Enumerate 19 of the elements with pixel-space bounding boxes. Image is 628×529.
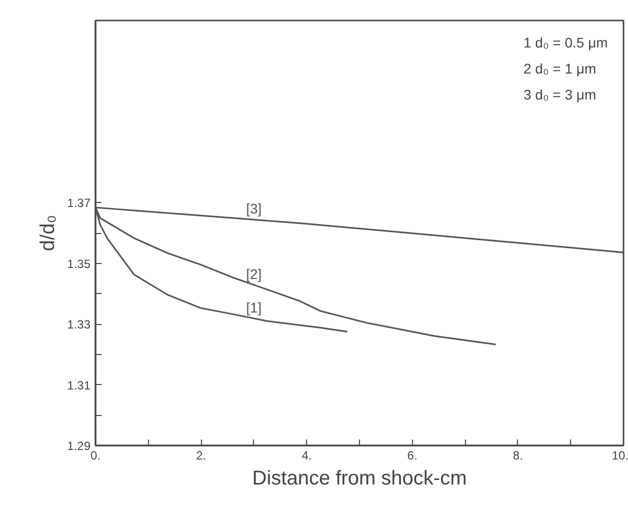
x-tick-label: 4. <box>302 448 312 462</box>
annotation: 2 d₀ = 1 μm <box>524 60 596 76</box>
y-tick-label: 1.37 <box>67 196 91 210</box>
x-tick-label: 8. <box>512 448 523 462</box>
x-axis-title: Distance from shock-cm <box>252 468 467 490</box>
y-axis-title: d/d₀ <box>37 214 60 252</box>
annotation: 3 d₀ = 3 μm <box>524 86 596 102</box>
y-tick-label: 1.31 <box>67 378 91 392</box>
annotation: 1 d₀ = 0.5 μm <box>524 34 608 50</box>
series-label: [3] <box>246 200 262 217</box>
x-tick-label: 10. <box>612 448 628 462</box>
x-tick-label: 0. <box>90 448 101 462</box>
series-label: [1] <box>246 299 262 316</box>
y-tick-label: 1.33 <box>67 318 91 332</box>
series-label: [2] <box>246 266 262 282</box>
y-tick-label: 1.29 <box>67 439 91 453</box>
x-tick-label: 2. <box>196 448 206 462</box>
y-tick-label: 1.35 <box>67 256 91 271</box>
x-tick-label: 6. <box>407 448 418 462</box>
